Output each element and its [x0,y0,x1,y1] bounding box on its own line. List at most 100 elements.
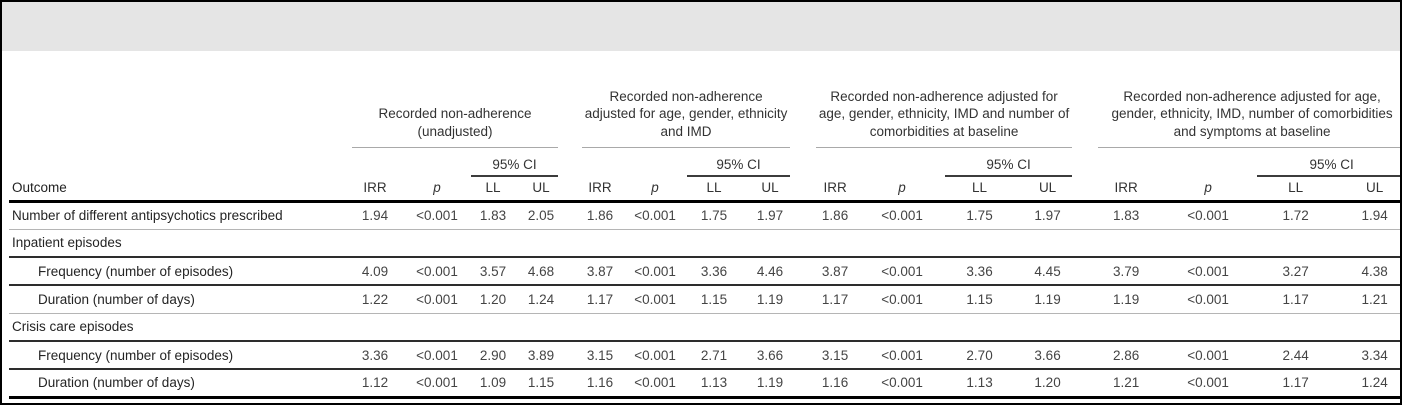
p-value: <0.001 [861,201,944,230]
irr-value: 2.86 [1091,341,1162,370]
ll-value: 2.70 [943,341,1017,370]
ul-column-label: UL [1016,177,1080,203]
p-value: <0.001 [1161,285,1256,314]
p-value: <0.001 [405,285,469,314]
ci-header-group-4: 95% CI [1255,148,1400,177]
irr-value: 3.79 [1091,257,1162,286]
irr-value: 1.12 [345,369,405,399]
ci-header-group-2: 95% CI [685,148,797,177]
section-label: Inpatient episodes [9,229,1400,258]
irr-column-label: IRR [575,177,626,203]
row-label: Duration (number of days) [9,285,345,314]
ll-value: 3.27 [1255,257,1337,286]
ll-value: 3.57 [469,257,517,286]
ul-column-label: UL [743,177,798,203]
p-value: <0.001 [405,201,469,230]
ll-value: 2.44 [1255,341,1337,370]
group-header-adjusted-comorbidities: Recorded non-adherence adjusted for age,… [809,51,1079,148]
group-header-adjusted-demographics: Recorded non-adherence adjusted for age,… [575,51,797,148]
data-row: Frequency (number of episodes) 4.09 <0.001… [9,257,1400,286]
ll-value: 3.36 [943,257,1017,286]
table-body: Number of different antipsychotics presc… [9,201,1400,399]
irr-value: 3.36 [345,341,405,370]
ul-value: 3.66 [743,341,798,370]
ll-value: 1.09 [469,369,517,399]
ci-header-group-3: 95% CI [943,148,1079,177]
ul-value: 4.68 [517,257,566,286]
p-value: <0.001 [861,285,944,314]
section-row: Crisis care episodes [9,313,1400,342]
ll-value: 1.13 [943,369,1017,399]
ul-value: 1.20 [1016,369,1080,399]
ci-label: 95% CI [471,157,559,177]
p-column-label: p [861,177,944,203]
p-value: <0.001 [1161,257,1256,286]
ll-value: 1.75 [685,201,744,230]
ul-value: 3.66 [1016,341,1080,370]
irr-value: 3.87 [575,257,626,286]
p-value: <0.001 [861,369,944,399]
p-value: <0.001 [861,341,944,370]
group-title: Recorded non-adherence (unadjusted) [352,105,559,148]
ll-value: 1.17 [1255,369,1337,399]
p-value: <0.001 [405,369,469,399]
ci-label: 95% CI [1257,157,1400,177]
ul-value: 1.19 [1016,285,1080,314]
irr-value: 1.19 [1091,285,1162,314]
section-row: Inpatient episodes [9,229,1400,258]
ll-value: 1.17 [1255,285,1337,314]
group-title: Recorded non-adherence adjusted for age,… [816,88,1073,148]
p-value: <0.001 [625,341,686,370]
irr-value: 1.86 [575,201,626,230]
group-title: Recorded non-adherence adjusted for age,… [1098,88,1400,148]
irr-value: 3.15 [575,341,626,370]
row-label: Number of different antipsychotics presc… [9,201,345,230]
ci-header-row: 95% CI 95% CI 95% CI 95% CI [9,148,1400,177]
ci-label: 95% CI [945,157,1073,177]
group-title: Recorded non-adherence adjusted for age,… [582,88,791,148]
ll-column-label: LL [943,177,1017,203]
ul-column-label: UL [1336,177,1400,203]
p-column-label: p [625,177,686,203]
ci-header-group-1: 95% CI [469,148,565,177]
irr-value: 3.15 [809,341,862,370]
irr-value: 1.16 [575,369,626,399]
irr-column-label: IRR [1091,177,1162,203]
group-header-unadjusted: Recorded non-adherence (unadjusted) [345,51,565,148]
irr-value: 3.87 [809,257,862,286]
data-row: Duration (number of days) 1.12 <0.001 1.09 1… [9,369,1400,399]
irr-value: 1.16 [809,369,862,399]
ll-value: 1.13 [685,369,744,399]
ll-value: 1.72 [1255,201,1337,230]
ul-value: 1.24 [1336,369,1400,399]
ll-value: 1.75 [943,201,1017,230]
p-value: <0.001 [405,257,469,286]
p-value: <0.001 [861,257,944,286]
ll-column-label: LL [685,177,744,203]
p-column-label: p [1161,177,1256,203]
p-value: <0.001 [1161,369,1256,399]
irr-value: 4.09 [345,257,405,286]
caption-band [2,2,1400,51]
row-label: Frequency (number of episodes) [9,257,345,286]
p-column-label: p [405,177,469,203]
ul-value: 1.94 [1336,201,1400,230]
irr-column-label: IRR [345,177,405,203]
ll-column-label: LL [1255,177,1337,203]
ll-value: 3.36 [685,257,744,286]
ll-value: 1.20 [469,285,517,314]
irr-value: 1.83 [1091,201,1162,230]
ul-value: 1.19 [743,285,798,314]
ul-value: 1.97 [1016,201,1080,230]
ll-value: 1.15 [685,285,744,314]
row-label: Frequency (number of episodes) [9,341,345,370]
p-value: <0.001 [625,285,686,314]
results-table: Recorded non-adherence (unadjusted) Reco… [9,51,1400,399]
data-row: Frequency (number of episodes) 3.36 <0.001… [9,341,1400,370]
ll-value: 2.90 [469,341,517,370]
ul-value: 3.34 [1336,341,1400,370]
ll-value: 1.83 [469,201,517,230]
row-label: Duration (number of days) [9,369,345,399]
irr-value: 1.17 [809,285,862,314]
ll-column-label: LL [469,177,517,203]
